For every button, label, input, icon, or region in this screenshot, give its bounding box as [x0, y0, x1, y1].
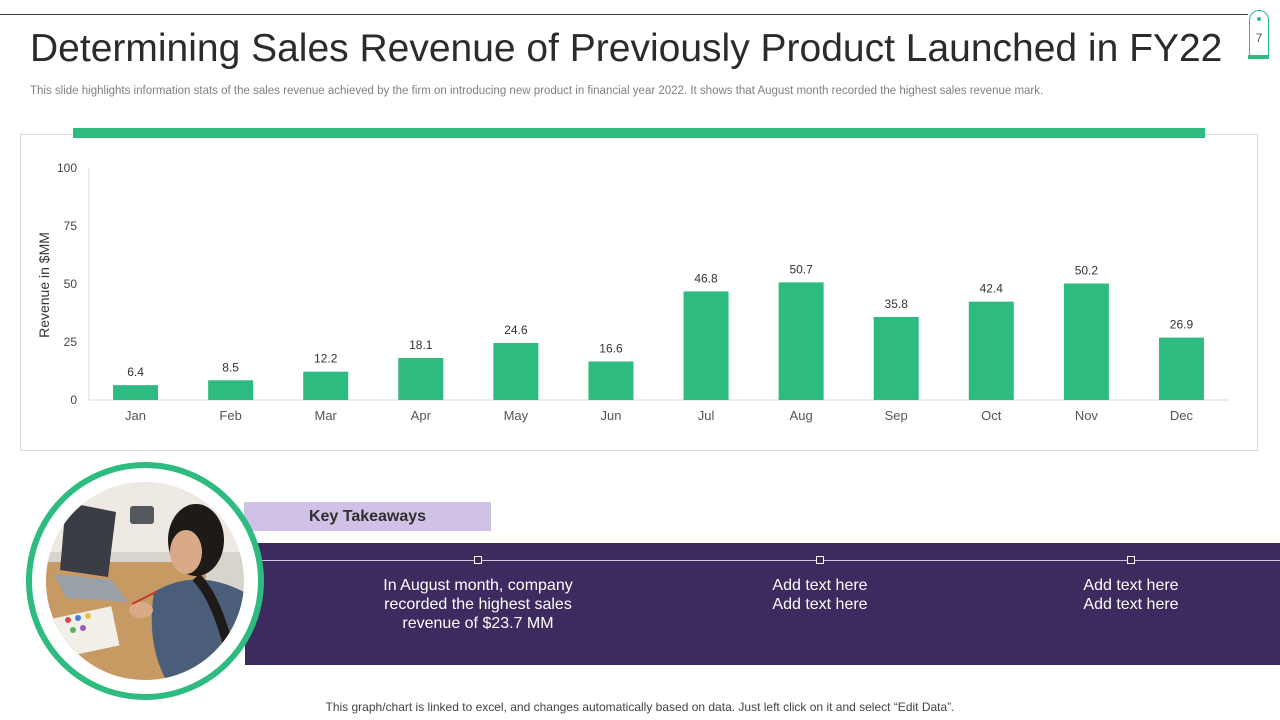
- takeaway-3-line-2: Add text here: [1083, 596, 1179, 613]
- tag-hole: [1257, 17, 1261, 21]
- takeaway-3[interactable]: Add text here Add text here: [1031, 576, 1231, 614]
- takeaway-1-line-1: In August month, company: [383, 577, 573, 594]
- takeaway-1[interactable]: In August month, company recorded the hi…: [353, 576, 603, 633]
- timeline-marker-2: [816, 556, 824, 564]
- person-working-photo: [46, 482, 244, 680]
- footer-note: This graph/chart is linked to excel, and…: [325, 700, 955, 714]
- page-number-tag: 7: [1248, 10, 1269, 59]
- slide-subtitle: This slide highlights information stats …: [30, 85, 1044, 97]
- timeline-marker-1: [474, 556, 482, 564]
- photo-frame: [26, 462, 264, 700]
- chart-frame[interactable]: [20, 134, 1258, 451]
- key-takeaways-label: Key Takeaways: [244, 502, 491, 531]
- takeaways-band: [245, 543, 1280, 665]
- takeaway-2-line-2: Add text here: [772, 596, 868, 613]
- slide-title: Determining Sales Revenue of Previously …: [30, 27, 1223, 70]
- tag-base: [1248, 55, 1269, 59]
- chart-accent-strip: [73, 128, 1205, 138]
- top-rule: [0, 14, 1248, 15]
- page-number: 7: [1255, 31, 1263, 45]
- takeaway-2[interactable]: Add text here Add text here: [720, 576, 920, 614]
- takeaway-2-line-1: Add text here: [772, 577, 868, 594]
- takeaway-3-line-1: Add text here: [1083, 577, 1179, 594]
- takeaway-1-line-3: revenue of $23.7 MM: [402, 615, 554, 632]
- timeline-marker-3: [1127, 556, 1135, 564]
- takeaway-1-line-2: recorded the highest sales: [384, 596, 572, 613]
- takeaways-timeline: [260, 560, 1280, 561]
